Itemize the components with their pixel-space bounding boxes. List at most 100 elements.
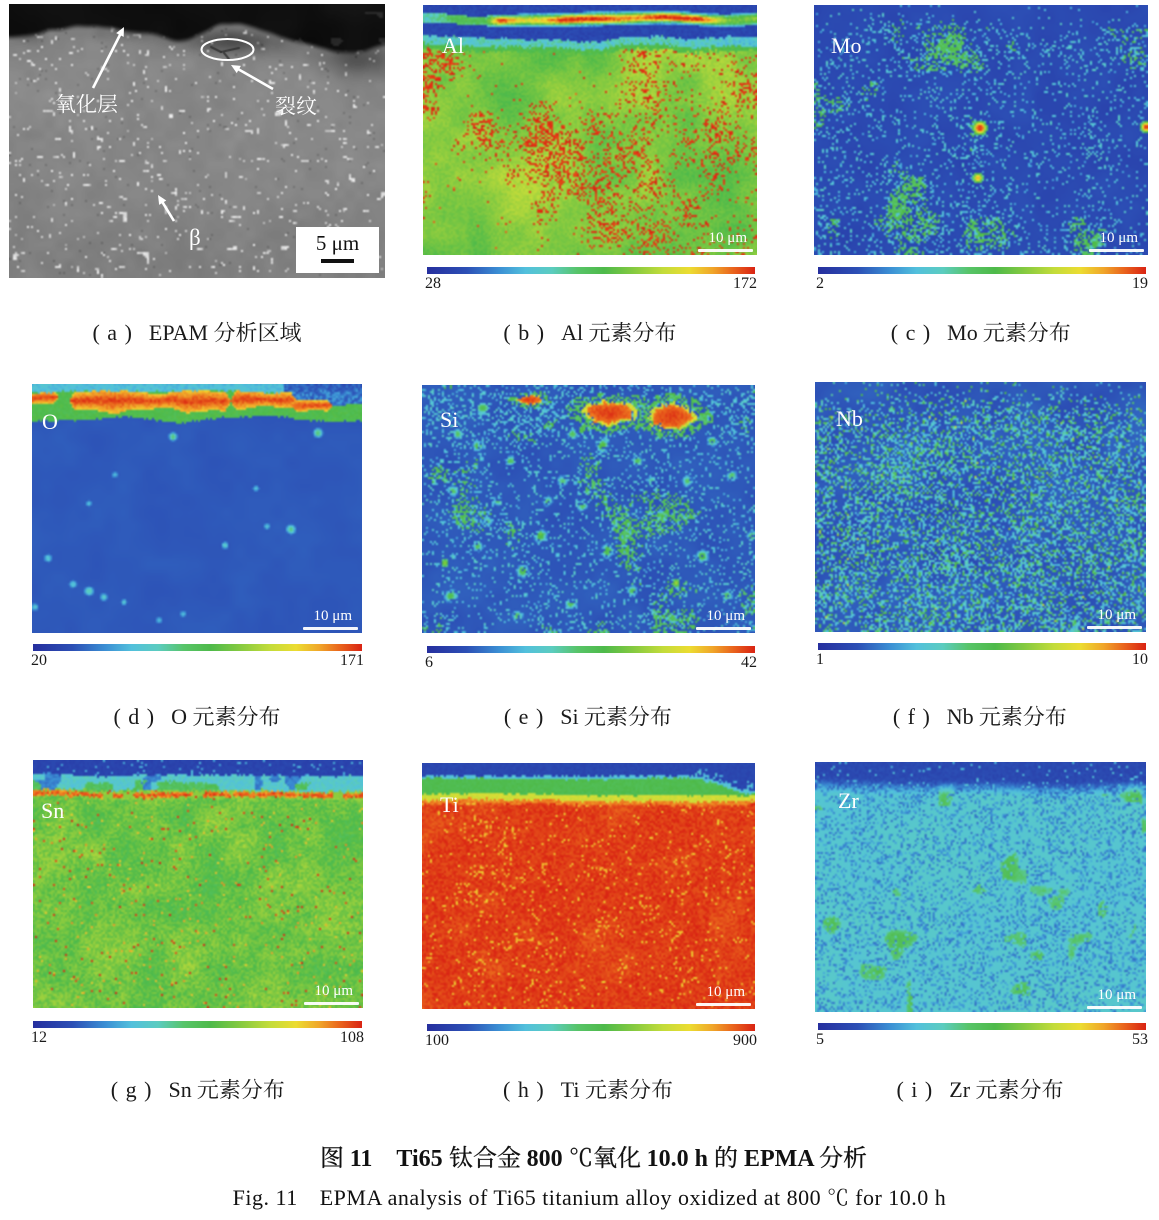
- crack-arrow: [231, 65, 274, 91]
- cjk-char: [616, 1145, 640, 1169]
- glyph-outline: [976, 1079, 997, 1100]
- scale-bar: [1087, 626, 1142, 629]
- colorbar-gradient: [818, 643, 1146, 650]
- panel-caption-label: Si: [560, 704, 672, 729]
- cjk-char: [589, 322, 610, 343]
- text-run: Al: [561, 320, 589, 345]
- glyph-outline: [570, 1147, 591, 1167]
- panel-caption-f: ( f ) Nb: [893, 704, 1067, 730]
- scale-bar: [698, 249, 753, 252]
- panel-caption-label: Nb: [947, 704, 1067, 729]
- element-map-Sn: [33, 760, 363, 1008]
- cjk-char: [584, 706, 606, 727]
- glyph-outline: [197, 1079, 219, 1100]
- cjk-char: [214, 321, 235, 342]
- panel-caption-i: ( i ) Zr: [896, 1077, 1063, 1103]
- glyph-outline: [1023, 705, 1045, 726]
- panel-caption-label: Al: [561, 320, 677, 345]
- glyph-outline: [979, 706, 1001, 727]
- cjk-char: [1020, 1078, 1041, 1099]
- glyph-outline: [220, 1078, 241, 1100]
- sem-scale-text: 5 μm: [315, 231, 360, 255]
- cjk-char: [497, 1145, 521, 1168]
- cjk-char: [998, 1078, 1019, 1100]
- panel-caption-label: Zr: [949, 1077, 1063, 1102]
- element-label-Ti: Ti: [440, 792, 459, 817]
- colorbar-e: 6 42: [425, 646, 757, 671]
- cjk-char: [585, 1079, 607, 1100]
- panel-caption-label: Ti: [561, 1077, 673, 1102]
- cjk-char: [608, 1078, 628, 1100]
- text-run: 800: [520, 1145, 569, 1172]
- colorbar-max: 42: [741, 654, 757, 671]
- colorbar-gradient: [33, 644, 362, 651]
- cjk-char: [197, 1079, 219, 1100]
- colorbar-max: 53: [1132, 1031, 1148, 1048]
- cjk-char: [629, 1078, 651, 1099]
- element-label-Sn: Sn: [41, 798, 65, 823]
- glyph-outline: [584, 706, 606, 727]
- text-run: 11: [343, 1145, 373, 1172]
- arrow-head: [116, 27, 124, 37]
- cjk-char: [1006, 321, 1027, 343]
- cjk-char: [296, 95, 317, 116]
- text-run: EPAM: [148, 320, 214, 345]
- cjk-char: [56, 93, 76, 114]
- scale-bar: [1089, 249, 1144, 252]
- colorbar-max: 19: [1132, 275, 1148, 292]
- panel-caption-e: ( e ) Si: [504, 704, 672, 730]
- panel-caption-index: ( g ): [110, 1077, 153, 1102]
- colorbar-gradient: [427, 1024, 755, 1031]
- colorbar-min: 100: [425, 1032, 449, 1049]
- cjk-char: [1050, 321, 1071, 342]
- glyph-outline: [497, 1145, 521, 1168]
- cjk-char: [628, 705, 650, 726]
- cjk-char: [473, 1145, 497, 1169]
- colorbar-min: 1: [816, 651, 824, 668]
- colorbar-gradient: [818, 1023, 1146, 1030]
- glyph-outline: [1002, 705, 1023, 727]
- glyph-outline: [607, 705, 628, 727]
- colorbar-max: 108: [340, 1029, 364, 1046]
- text-run: for 10.0 h: [849, 1185, 947, 1210]
- glyph-outline: [76, 93, 97, 114]
- glyph-outline: [633, 321, 655, 342]
- panel-caption-label: O: [171, 704, 280, 729]
- crack-ellipse: [200, 38, 255, 61]
- panel-caption-index: ( b ): [503, 320, 546, 345]
- text-run: Sn: [168, 1077, 198, 1102]
- colorbar-c: 2 19: [816, 267, 1148, 292]
- panel-caption-label: Mo: [947, 320, 1071, 345]
- arrow-head: [231, 65, 241, 74]
- cjk-char: [259, 322, 279, 342]
- crack-label: [275, 95, 317, 117]
- glyph-outline: [608, 1078, 628, 1100]
- panel-h-image: Ti 10 μm: [422, 763, 755, 1009]
- cjk-char: [259, 705, 280, 726]
- glyph-outline: [616, 1145, 640, 1169]
- colorbar-min: 28: [425, 275, 441, 292]
- glyph-outline: [589, 322, 610, 343]
- element-map-Si: [422, 385, 755, 633]
- scale-bar: [696, 627, 751, 630]
- colorbar-min: 5: [816, 1031, 824, 1048]
- scale-bar-text: 10 μm: [313, 608, 352, 624]
- cjk-char: [215, 705, 236, 727]
- cjk-char: [280, 322, 301, 342]
- cjk-char: [976, 1079, 997, 1100]
- glyph-outline: [593, 1145, 617, 1169]
- glyph-outline: [1020, 1078, 1041, 1099]
- colorbar-min: 20: [31, 652, 47, 669]
- glyph-outline: [1045, 705, 1067, 726]
- element-label-O: O: [42, 409, 58, 434]
- panel-caption-index: ( c ): [890, 320, 932, 345]
- text-run: 10.0 h: [640, 1145, 714, 1172]
- glyph-outline: [193, 706, 214, 727]
- cjk-char: [633, 321, 655, 342]
- oxide-layer-arrow: [91, 27, 124, 89]
- cjk-char: [241, 1078, 263, 1099]
- panel-caption-a: ( a ) EPAM: [92, 320, 301, 346]
- arrow-head: [158, 195, 167, 205]
